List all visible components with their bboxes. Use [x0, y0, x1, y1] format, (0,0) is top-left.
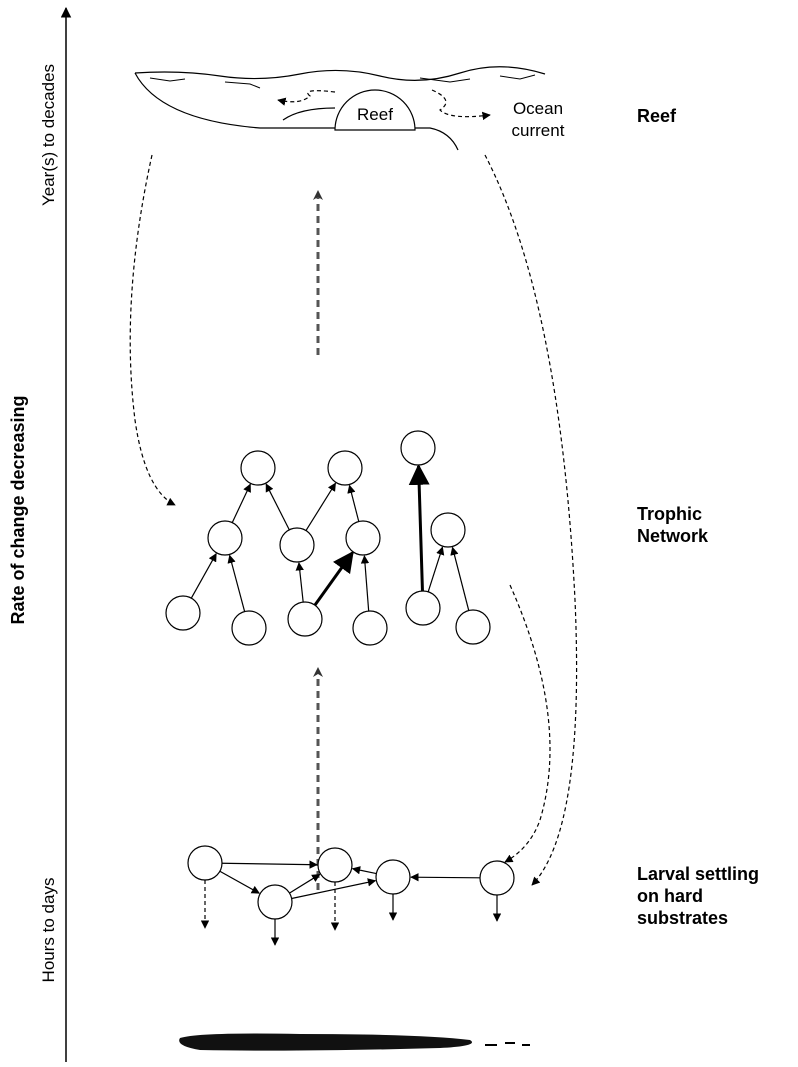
edge [299, 563, 303, 602]
edge [419, 466, 423, 591]
edge [220, 871, 259, 893]
level-label: Reef [637, 106, 677, 126]
edge [230, 555, 245, 611]
edge [364, 556, 368, 611]
edge [349, 485, 358, 521]
species-node [288, 602, 322, 636]
feedback-arrow [130, 155, 175, 505]
feedback-arrow [505, 585, 550, 862]
reef-edge [283, 108, 335, 120]
diagram: Year(s) to decades Rate of change decrea… [0, 0, 798, 1067]
level-label: Larval settling [637, 864, 759, 884]
reef-scene: Reef Ocean current [135, 67, 565, 150]
species-node [328, 451, 362, 485]
surface-texture [150, 75, 535, 88]
species-node [280, 528, 314, 562]
edge [315, 553, 353, 606]
edge [289, 874, 319, 893]
current-label: Ocean [513, 99, 563, 118]
species-node [241, 451, 275, 485]
species-node [353, 611, 387, 645]
level-label: Trophic [637, 504, 702, 524]
reef-label: Reef [357, 105, 393, 124]
species-node [208, 521, 242, 555]
axis-top-label: Year(s) to decades [39, 64, 58, 206]
larva-node [480, 861, 514, 895]
substrate [179, 1034, 472, 1051]
species-node [346, 521, 380, 555]
edge [428, 547, 442, 592]
species-node [406, 591, 440, 625]
current-arrow [432, 90, 490, 117]
axis-title: Rate of change decreasing [8, 395, 28, 624]
substrate-fragments [485, 1043, 530, 1045]
larval-network [179, 846, 530, 1051]
species-node [232, 611, 266, 645]
edge [353, 869, 377, 874]
species-node [166, 596, 200, 630]
sea-surface [135, 67, 545, 81]
current-arrow [278, 91, 335, 102]
larva-node [318, 848, 352, 882]
edge [266, 484, 289, 530]
level-label: Network [637, 526, 709, 546]
species-node [401, 431, 435, 465]
edge [411, 877, 480, 878]
edge [222, 863, 317, 864]
edge [232, 484, 250, 522]
species-node [456, 610, 490, 644]
edge [306, 483, 335, 530]
edge [452, 547, 468, 610]
species-node [431, 513, 465, 547]
feedback-arrow [485, 155, 577, 885]
larva-node [188, 846, 222, 880]
level-label: on hard [637, 886, 703, 906]
larva-node [258, 885, 292, 919]
axis-bottom-label: Hours to days [39, 878, 58, 983]
level-label: substrates [637, 908, 728, 928]
larva-node [376, 860, 410, 894]
edge [191, 554, 216, 598]
trophic-network [166, 431, 490, 645]
current-label: current [512, 121, 565, 140]
